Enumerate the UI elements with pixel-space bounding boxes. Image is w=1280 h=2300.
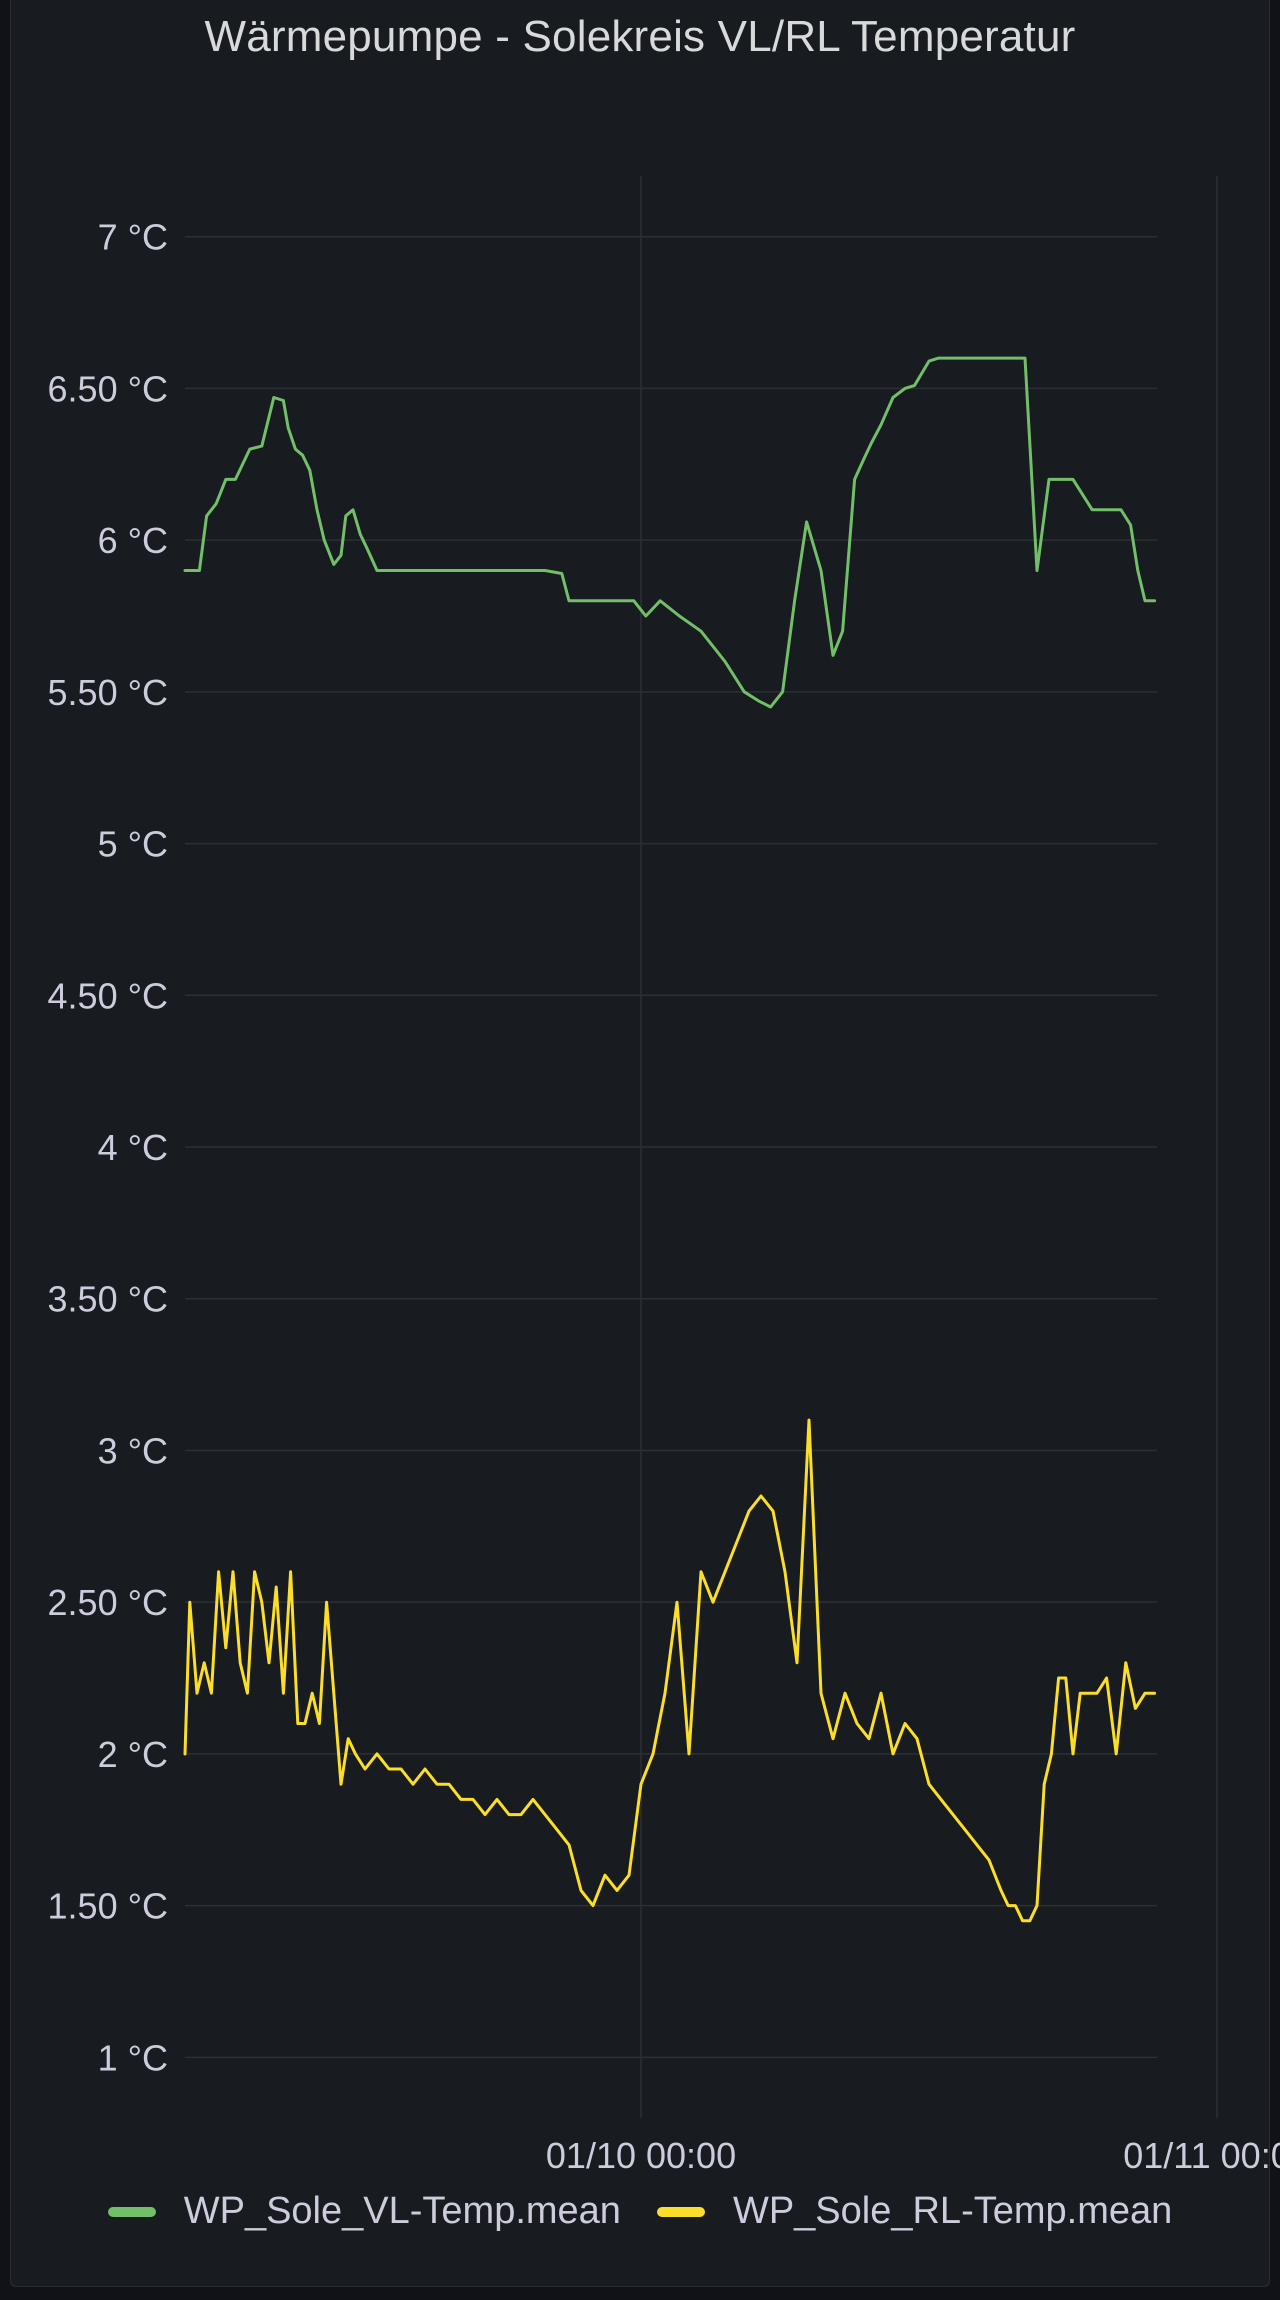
x-tick-label: 01/11 00:00: [1123, 2135, 1280, 2176]
y-tick-label: 2 °C: [98, 1734, 168, 1775]
y-tick-label: 3 °C: [98, 1430, 168, 1471]
y-tick-label: 5 °C: [98, 824, 168, 865]
y-tick-label: 3.50 °C: [48, 1279, 168, 1320]
y-tick-label: 5.50 °C: [48, 672, 168, 713]
legend-item-vl[interactable]: WP_Sole_VL-Temp.mean: [107, 2190, 621, 2233]
y-tick-label: 6 °C: [98, 520, 168, 561]
y-tick-label: 1.50 °C: [48, 1886, 168, 1927]
chart-title: Wärmepumpe - Solekreis VL/RL Temperatur: [204, 12, 1076, 61]
series-line-rl: [183, 1418, 1157, 1923]
y-tick-label: 7 °C: [98, 217, 168, 258]
y-tick-label: 2.50 °C: [48, 1582, 168, 1623]
legend-swatch-vl: [107, 2206, 156, 2217]
y-tick-label: 4.50 °C: [48, 975, 168, 1016]
x-tick-label: 01/10 00:00: [546, 2135, 736, 2176]
legend-label-vl: WP_Sole_VL-Temp.mean: [183, 2190, 621, 2232]
y-tick-label: 1 °C: [98, 2037, 168, 2078]
legend-label-rl: WP_Sole_RL-Temp.mean: [732, 2190, 1173, 2232]
series-line-vl: [183, 356, 1157, 709]
legend-item-rl[interactable]: WP_Sole_RL-Temp.mean: [656, 2190, 1173, 2233]
legend-swatch-rl: [656, 2206, 705, 2217]
y-tick-label: 6.50 °C: [48, 368, 168, 409]
chart-legend: WP_Sole_VL-Temp.mean WP_Sole_RL-Temp.mea…: [0, 2190, 1280, 2233]
y-tick-label: 4 °C: [98, 1127, 168, 1168]
